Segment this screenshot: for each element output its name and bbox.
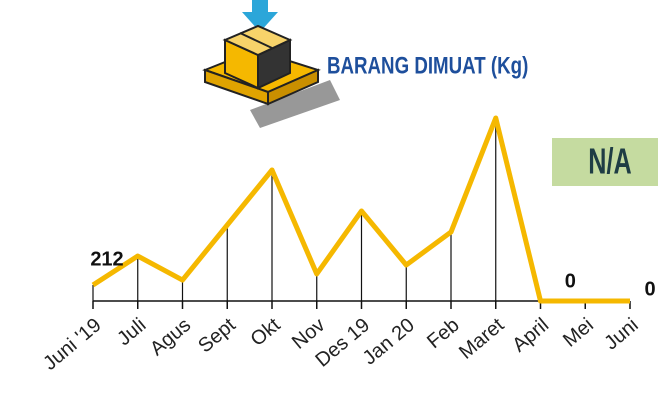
x-tick-label: Maret: [455, 314, 509, 364]
x-tick-label: Okt: [247, 314, 285, 351]
cargo-icon: [205, 0, 340, 128]
value-label: 212: [90, 248, 123, 270]
x-tick-label: Juli: [113, 314, 150, 350]
x-tick-label: Juni '19: [39, 314, 105, 375]
chart: BARANG DIMUAT (Kg) N/A Juni '19JuliAgusS…: [0, 0, 658, 419]
x-tick-label: Mei: [559, 314, 598, 352]
x-tick-label: Sept: [194, 314, 240, 358]
chart-title: BARANG DIMUAT (Kg): [327, 52, 528, 79]
value-label: 0: [565, 270, 576, 292]
x-tick-label: Juni: [600, 314, 642, 354]
value-label: 0: [644, 278, 655, 300]
status-label: N/A: [588, 141, 631, 182]
x-tick-label: Agus: [146, 314, 195, 360]
x-tick-label: Jan 20: [359, 314, 419, 369]
x-tick-label: April: [508, 314, 553, 357]
